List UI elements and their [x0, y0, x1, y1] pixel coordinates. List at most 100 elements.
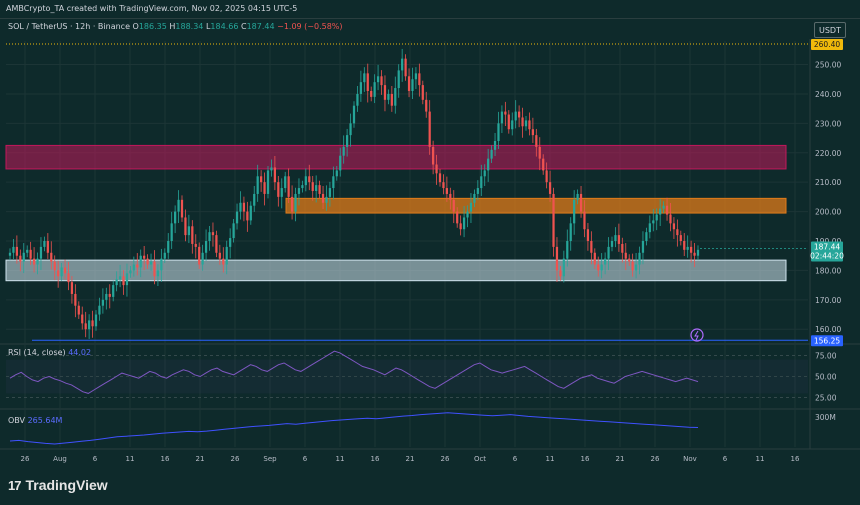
candle-body: [118, 276, 122, 280]
x-tick-label: 11: [126, 455, 135, 463]
candle-body: [500, 111, 504, 124]
last-price-badge: [811, 241, 843, 262]
candle-body: [284, 176, 287, 189]
candle-body: [466, 211, 469, 218]
candle-body: [187, 226, 190, 236]
rsi-tick-label: 50.00: [815, 373, 837, 382]
x-tick-label: 26: [651, 455, 660, 463]
candle-body: [84, 323, 87, 330]
candle-body: [146, 258, 149, 265]
candle-body: [108, 293, 111, 297]
candle-body: [60, 267, 63, 277]
x-tick-label: 21: [406, 455, 415, 463]
candle-body: [125, 273, 129, 286]
candle-body: [473, 193, 476, 203]
candle-body: [597, 264, 600, 271]
obv-line: [9, 412, 699, 445]
candle-body: [483, 170, 486, 177]
symbol-title[interactable]: SOL / TetherUS · 12h · Binance: [8, 22, 130, 31]
candle-body: [676, 229, 679, 236]
zone-mid: [285, 197, 787, 214]
candle-body: [246, 211, 249, 221]
candle-body: [380, 76, 383, 86]
y-tick-label: 190.00: [815, 237, 841, 246]
close-label: C: [240, 22, 247, 31]
candle-body: [528, 120, 531, 130]
x-tick-label: Sep: [263, 455, 277, 463]
candle-body: [139, 255, 142, 268]
x-tick-label: 21: [616, 455, 625, 463]
candle-body: [67, 273, 70, 283]
y-tick-label: 240.00: [815, 90, 841, 99]
candle-body: [170, 223, 173, 241]
candle-body: [521, 117, 524, 127]
candle-body: [273, 167, 276, 183]
chart-svg[interactable]: 26 Aug 6 11 16 21 26 Sep 6 11 16 21 26 Oct 6 11 16 21 26 No…: [0, 19, 860, 470]
candle-body: [77, 305, 80, 315]
candle-body: [634, 264, 638, 271]
candle-body: [239, 202, 242, 212]
candle-body: [57, 270, 60, 277]
candle-body: [390, 93, 393, 106]
candle-body: [638, 252, 641, 265]
candle-body: [12, 246, 15, 253]
candle-body: [352, 105, 356, 124]
candle-body: [39, 246, 43, 259]
candle-body: [435, 164, 438, 174]
obv-pane-label[interactable]: OBV 265.64M: [8, 416, 62, 425]
high-label: H: [169, 22, 176, 31]
candle-body: [452, 199, 455, 212]
candle-body: [201, 252, 204, 265]
candle-body: [407, 76, 411, 91]
x-tick-label: 6: [723, 455, 728, 463]
candle-body: [101, 299, 104, 306]
candle-body: [493, 141, 497, 150]
candle-body: [22, 252, 25, 262]
currency-button[interactable]: USDT: [814, 22, 846, 38]
rsi-tick-label: 75.00: [815, 351, 837, 360]
candle-body: [411, 79, 414, 91]
candle-body: [579, 193, 583, 212]
candle-body: [208, 232, 211, 241]
rsi-line: [9, 350, 699, 394]
candle-body: [425, 99, 428, 112]
x-tick-label: 6: [513, 455, 518, 463]
candle-body: [693, 252, 696, 256]
candle-body: [177, 199, 180, 212]
candle-body: [232, 223, 235, 239]
brand-name: TradingView: [25, 477, 108, 493]
candle-body: [211, 232, 215, 236]
candle-body: [290, 196, 294, 212]
candle-body: [672, 223, 676, 230]
change-value: −1.09 (−0.58%): [277, 22, 343, 31]
candle-body: [490, 149, 493, 159]
candle-body: [562, 258, 565, 277]
candle-body: [652, 220, 655, 224]
lightning-icon: [690, 328, 704, 342]
last-price-badge-text: 187.44: [814, 243, 840, 252]
candle-body: [36, 258, 39, 265]
candle-body: [359, 82, 362, 94]
candle-body: [648, 223, 651, 233]
zone-resistance: [5, 144, 787, 170]
candle-body: [280, 188, 283, 197]
rsi-pane-label[interactable]: RSI (14, close) 44.02: [8, 348, 91, 357]
candle-body: [204, 241, 208, 253]
candle-body: [518, 111, 521, 118]
candle-body: [641, 241, 645, 253]
candle-body: [311, 182, 314, 191]
candle-body: [19, 255, 22, 262]
high-value: 188.34: [175, 22, 204, 31]
candle-body: [29, 249, 32, 259]
candle-body: [215, 235, 218, 253]
candle-body: [631, 261, 634, 271]
candle-body: [74, 293, 77, 306]
candle-body: [112, 285, 115, 297]
candle-body: [679, 235, 682, 241]
tradingview-brand[interactable]: 17 TradingView: [8, 477, 108, 493]
obv-value: 265.64M: [27, 416, 63, 425]
candle-body: [514, 111, 517, 121]
chart-frame: 26 Aug 6 11 16 21 26 Sep 6 11 16 21 26 Oct 6 11 16 21 26 No…: [0, 18, 860, 470]
candle-body: [332, 176, 335, 189]
candle-body: [339, 155, 342, 171]
